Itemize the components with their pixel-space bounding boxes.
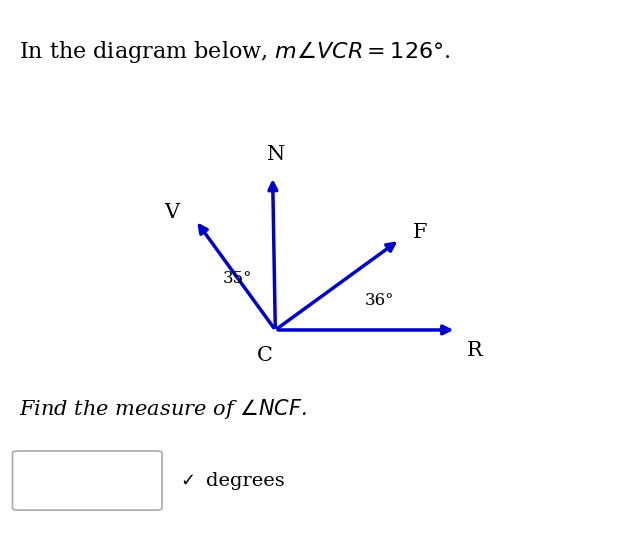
FancyBboxPatch shape (12, 451, 162, 510)
Text: R: R (467, 341, 483, 360)
Text: N: N (267, 144, 285, 164)
Text: V: V (164, 203, 179, 222)
Text: Find the measure of $\angle NCF$.: Find the measure of $\angle NCF$. (19, 398, 307, 421)
Text: C: C (257, 346, 272, 365)
Text: F: F (412, 223, 427, 242)
Text: In the diagram below, $m\angle VCR = 126°$.: In the diagram below, $m\angle VCR = 126… (19, 39, 450, 65)
Text: 36°: 36° (365, 292, 394, 309)
Text: 35°: 35° (223, 270, 253, 287)
Text: ✓: ✓ (181, 472, 196, 489)
Text: degrees: degrees (206, 472, 284, 489)
